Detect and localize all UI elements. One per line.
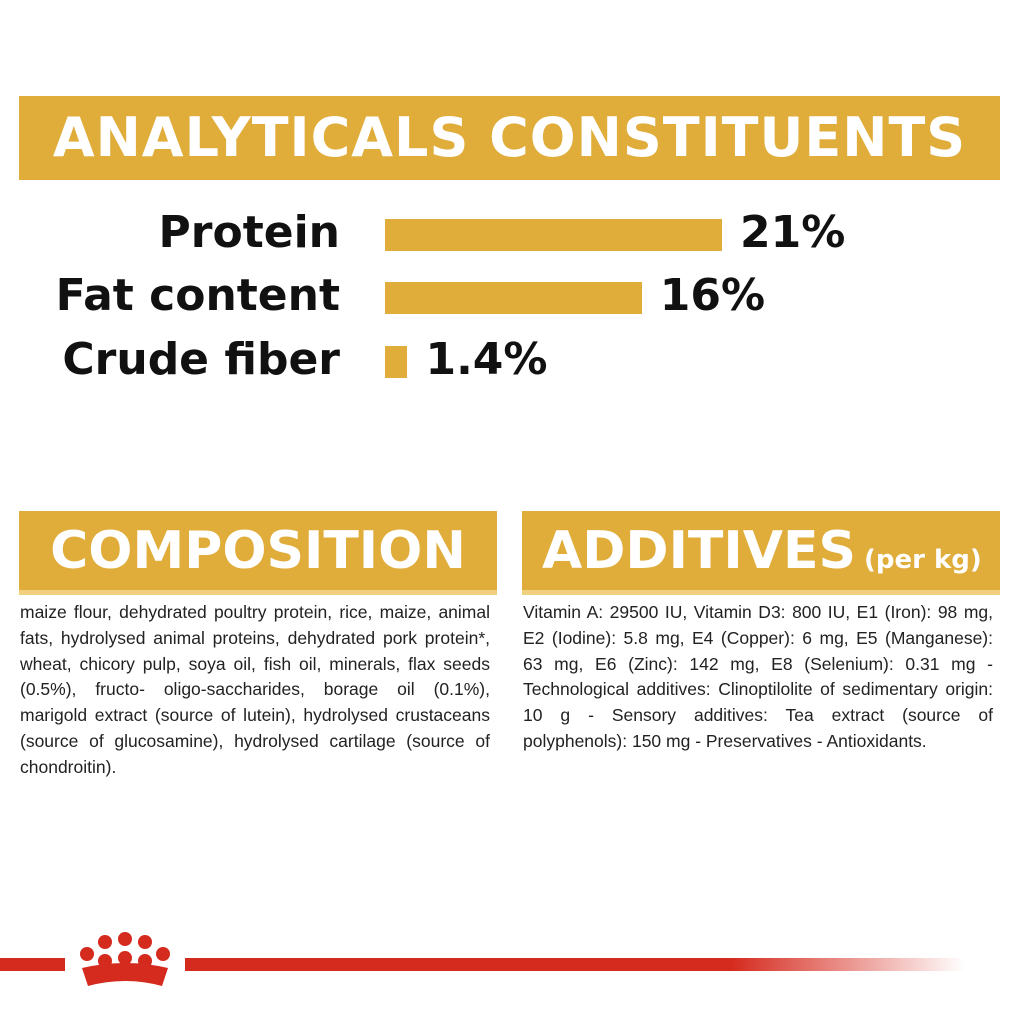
composition-band: COMPOSITION [19, 511, 497, 595]
title-band: ANALYTICALS CONSTITUENTS [19, 96, 1000, 180]
additives-text: Vitamin A: 29500 IU, Vitamin D3: 800 IU,… [523, 602, 993, 751]
bar [385, 346, 408, 378]
title: ANALYTICALS CONSTITUENTS [52, 106, 967, 169]
category-label: Fat content [55, 270, 340, 321]
category-label: Crude fiber [62, 334, 340, 385]
additives-unit: (per kg) [863, 545, 982, 575]
composition-text: maize flour, dehydrated poultry protein,… [20, 602, 490, 777]
additives-title: ADDITIVES [542, 521, 856, 581]
additives-band: ADDITIVES (per kg) [522, 511, 1000, 595]
crown-logo [80, 932, 170, 986]
footer-rule [185, 958, 965, 971]
composition-title: COMPOSITION [50, 521, 466, 581]
bar [385, 219, 722, 251]
value-label: 16% [659, 270, 766, 321]
category-label: Protein [158, 207, 340, 258]
bar [385, 282, 642, 314]
footer-rule [0, 958, 65, 971]
value-label: 1.4% [425, 334, 548, 385]
value-label: 21% [740, 207, 846, 258]
